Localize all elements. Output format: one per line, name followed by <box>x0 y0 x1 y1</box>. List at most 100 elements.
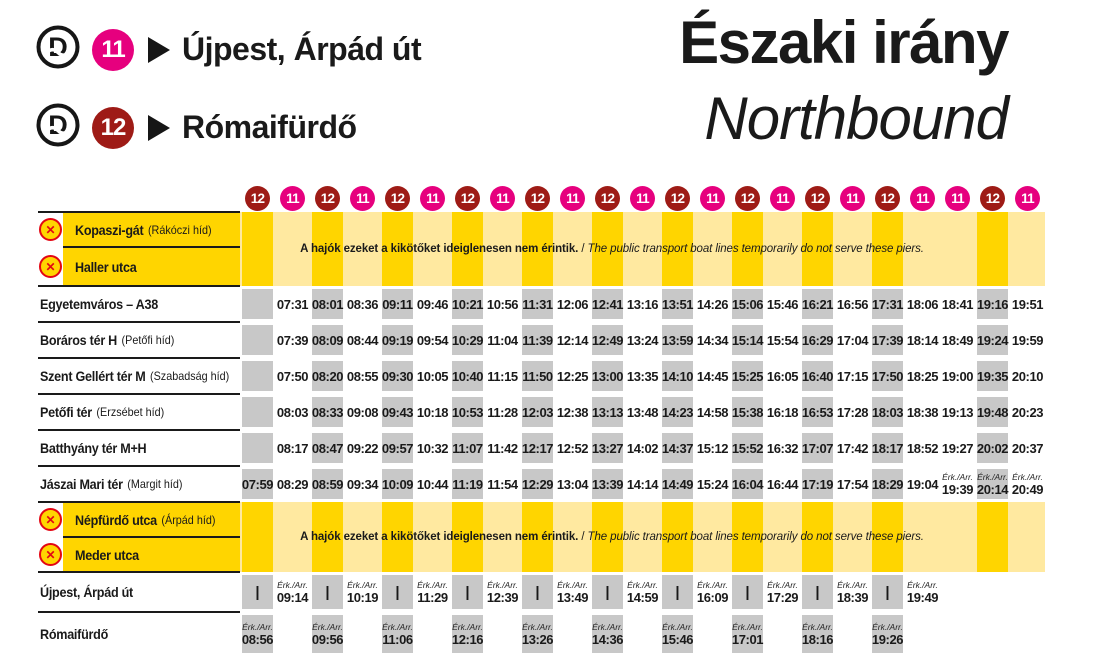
arrival-label: Érk./Arr. <box>312 621 343 632</box>
arrival-label: Érk./Arr. <box>697 579 728 590</box>
column-shading <box>802 575 833 609</box>
arrival-label: Érk./Arr. <box>242 621 273 632</box>
column-shading <box>452 615 483 653</box>
column-shading <box>662 615 693 653</box>
closed-band-stripe <box>732 212 763 286</box>
time-cell: 20:37 <box>1010 430 1045 466</box>
departure-time: 16:56 <box>836 296 869 312</box>
departure-time: 08:03 <box>276 404 309 420</box>
time-cell: 11:04 <box>485 322 520 358</box>
column-shading <box>382 615 413 653</box>
column-line-badge: 12 <box>980 186 1005 211</box>
departure-time: 17:54 <box>836 476 869 492</box>
arrival-label: Érk./Arr. <box>277 579 308 590</box>
departure-time: 10:21 <box>451 296 484 312</box>
time-cell: 18:03 <box>870 394 905 430</box>
time-cell: Érk./Arr. 15:46 <box>660 612 695 656</box>
arrival-time: 12:16 <box>451 631 484 647</box>
time-cell: Érk./Arr. 12:39 <box>485 572 520 612</box>
departure-time: 12:52 <box>556 440 589 456</box>
time-cell: 20:02 <box>975 430 1010 466</box>
departure-time: 08:29 <box>276 476 309 492</box>
time-cell: 19:16 <box>975 286 1010 322</box>
departure-time: 13:27 <box>591 440 624 456</box>
departure-time: 09:08 <box>346 404 379 420</box>
station-detail: (Margit híd) <box>127 477 183 491</box>
time-cell: 20:23 <box>1010 394 1045 430</box>
column-shading <box>732 433 763 463</box>
column-line-badge: 11 <box>490 186 515 211</box>
departure-time: 08:20 <box>311 368 344 384</box>
departure-time: 08:17 <box>276 440 309 456</box>
time-cell: 12:17 <box>520 430 555 466</box>
departure-time: 09:22 <box>346 440 379 456</box>
time-cell: 16:56 <box>835 286 870 322</box>
departure-time: 16:05 <box>766 368 799 384</box>
column-line-badge: 12 <box>245 186 270 211</box>
time-cell: 09:22 <box>345 430 380 466</box>
time-cell: Érk./Arr. 14:59 <box>625 572 660 612</box>
arrival-time: 20:14 <box>976 481 1009 497</box>
closed-band-stripe <box>242 502 273 572</box>
departure-time: 19:00 <box>941 368 974 384</box>
column-line-badge: 11 <box>560 186 585 211</box>
time-cell: 19:04 <box>905 466 940 502</box>
departure-time: 15:52 <box>731 440 764 456</box>
time-cell: | <box>730 572 765 612</box>
departure-time: 11:15 <box>487 368 518 384</box>
time-cell: 15:12 <box>695 430 730 466</box>
station-name: Népfürdő utca <box>75 511 157 528</box>
notice-text-hu: A hajók ezeket a kikötőket ideiglenesen … <box>300 531 579 543</box>
departure-time: 09:11 <box>382 296 413 312</box>
arrival-time: 18:16 <box>801 631 834 647</box>
time-cell: 15:38 <box>730 394 765 430</box>
column-shading <box>732 361 763 391</box>
time-cell: | <box>590 572 625 612</box>
departure-time: 18:17 <box>871 440 904 456</box>
arrival-label: Érk./Arr. <box>452 621 483 632</box>
arrival-time: 19:26 <box>871 631 904 647</box>
time-cell: Érk./Arr. 10:19 <box>345 572 380 612</box>
column-line-badge: 12 <box>875 186 900 211</box>
departure-time: 12:41 <box>591 296 624 312</box>
closed-pier-icon: ✕ <box>39 218 62 241</box>
time-cell: 18:06 <box>905 286 940 322</box>
departure-time: 17:04 <box>836 332 869 348</box>
time-cell: 10:53 <box>450 394 485 430</box>
column-shading <box>382 289 413 319</box>
row-separator-line <box>38 465 240 467</box>
column-shading <box>522 361 553 391</box>
station-name: Egyetemváros – A38 <box>40 296 158 312</box>
arrival-label: Érk./Arr. <box>977 471 1008 482</box>
time-cell: 12:03 <box>520 394 555 430</box>
column-shading <box>242 469 273 499</box>
closed-band-stripe <box>452 502 483 572</box>
station-name: Haller utca <box>75 258 137 275</box>
arrival-label: Érk./Arr. <box>732 621 763 632</box>
departure-time: 13:13 <box>591 404 624 420</box>
column-shading <box>382 397 413 427</box>
column-shading <box>242 325 273 355</box>
station-label: Haller utca <box>75 247 137 286</box>
closed-band-stripe <box>452 212 483 286</box>
time-cell: 08:59 <box>310 466 345 502</box>
departure-time: 10:53 <box>451 404 484 420</box>
column-shading <box>452 469 483 499</box>
column-shading <box>662 325 693 355</box>
station-label: Petőfi tér (Erzsébet híd) <box>40 394 164 430</box>
arrival-label: Érk./Arr. <box>767 579 798 590</box>
time-cell: 11:50 <box>520 358 555 394</box>
departure-time: 16:29 <box>801 332 834 348</box>
departure-time: 13:35 <box>626 368 659 384</box>
time-cell: 14:49 <box>660 466 695 502</box>
closed-band-stripe <box>872 502 903 572</box>
departure-time: 13:16 <box>626 296 659 312</box>
time-cell: 13:04 <box>555 466 590 502</box>
time-cell: Érk./Arr. 20:49 <box>1010 466 1045 502</box>
line-12-header-row: D 12 Rómaifürdő <box>36 103 357 152</box>
departure-time: 14:45 <box>696 368 729 384</box>
column-shading <box>592 325 623 355</box>
time-cell: Érk./Arr. 11:06 <box>380 612 415 656</box>
column-shading <box>592 433 623 463</box>
departure-time: 16:32 <box>766 440 799 456</box>
